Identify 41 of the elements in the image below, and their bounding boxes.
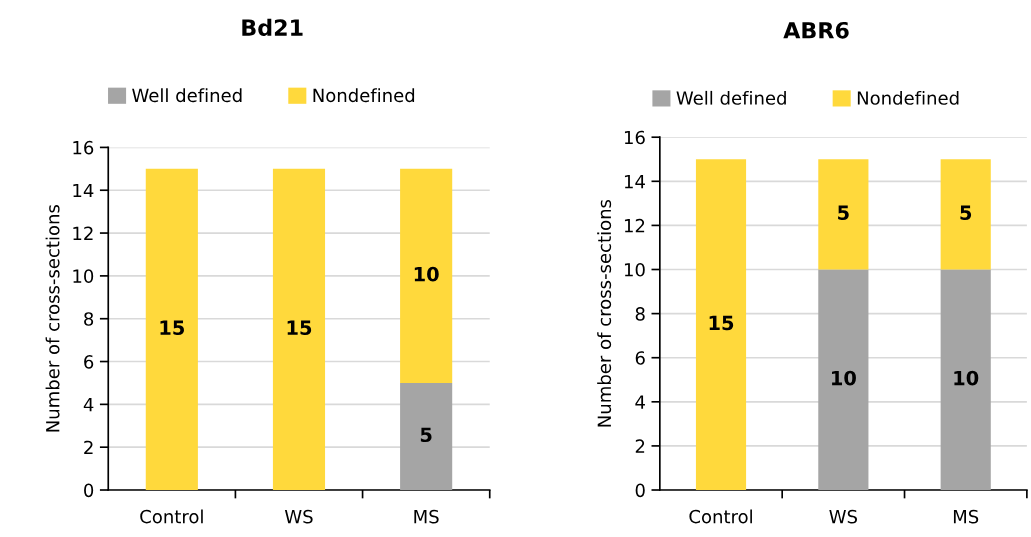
y-tick-label: 14 bbox=[73, 183, 94, 198]
y-tick-label: 2 bbox=[635, 439, 645, 453]
legend-label: Nondefined bbox=[857, 90, 959, 105]
y-tick-label: 12 bbox=[624, 218, 645, 233]
y-tick-label: 4 bbox=[635, 395, 645, 409]
y-tick-label: 0 bbox=[635, 483, 645, 498]
x-tick-label: MS bbox=[953, 509, 979, 524]
y-tick-label: 10 bbox=[73, 269, 94, 283]
data-label: 5 bbox=[960, 205, 972, 221]
y-tick-label: 4 bbox=[83, 398, 94, 412]
y-tick-label: 8 bbox=[84, 312, 94, 326]
y-tick-label: 12 bbox=[73, 226, 93, 240]
x-tick-label: Control bbox=[689, 509, 752, 524]
y-tick-label: 8 bbox=[635, 307, 645, 321]
data-label: 10 bbox=[414, 266, 439, 282]
x-tick-label: MS bbox=[414, 509, 439, 524]
chart-title: Bd21 bbox=[242, 18, 303, 36]
y-tick-label: 0 bbox=[84, 483, 94, 498]
chart-title: ABR6 bbox=[783, 21, 849, 39]
data-label: 15 bbox=[160, 320, 184, 336]
x-tick-label: WS bbox=[284, 509, 313, 524]
data-label: 10 bbox=[954, 370, 979, 386]
y-tick-label: 6 bbox=[635, 351, 645, 365]
y-tick-label: 2 bbox=[84, 440, 93, 455]
data-label: 5 bbox=[420, 427, 432, 443]
y-tick-label: 10 bbox=[624, 262, 645, 277]
data-label: 15 bbox=[709, 315, 734, 331]
y-axis-title: Number of cross-sections bbox=[597, 199, 612, 427]
legend-label: Nondefined bbox=[313, 88, 415, 103]
data-label: 15 bbox=[287, 320, 312, 336]
legend-label: Well defined bbox=[132, 88, 242, 103]
y-tick-label: 16 bbox=[624, 130, 645, 145]
data-label: 5 bbox=[838, 205, 849, 221]
legend-label: Well defined bbox=[676, 90, 786, 105]
y-tick-label: 16 bbox=[73, 140, 94, 155]
y-tick-label: 14 bbox=[624, 175, 645, 189]
x-tick-label: Control bbox=[140, 509, 203, 524]
x-tick-label: WS bbox=[829, 509, 858, 524]
data-label: 10 bbox=[832, 370, 856, 386]
y-tick-label: 6 bbox=[84, 354, 94, 369]
y-axis-title: Number of cross-sections bbox=[45, 205, 60, 432]
